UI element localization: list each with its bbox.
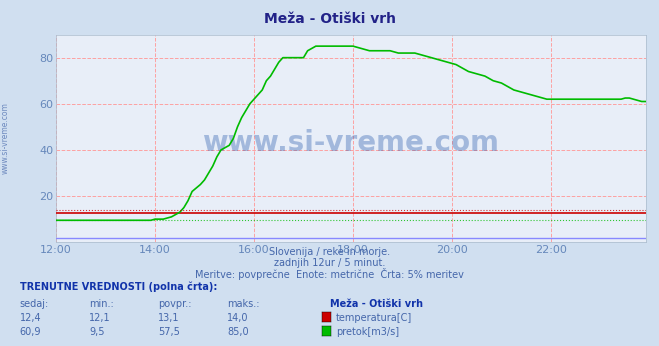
Text: 9,5: 9,5 bbox=[89, 327, 105, 337]
Text: pretok[m3/s]: pretok[m3/s] bbox=[336, 327, 399, 337]
Text: Slovenija / reke in morje.: Slovenija / reke in morje. bbox=[269, 247, 390, 257]
Text: TRENUTNE VREDNOSTI (polna črta):: TRENUTNE VREDNOSTI (polna črta): bbox=[20, 282, 217, 292]
Text: www.si-vreme.com: www.si-vreme.com bbox=[202, 129, 500, 156]
Text: zadnjih 12ur / 5 minut.: zadnjih 12ur / 5 minut. bbox=[273, 258, 386, 268]
Text: 12,1: 12,1 bbox=[89, 313, 111, 323]
Text: 57,5: 57,5 bbox=[158, 327, 180, 337]
Text: min.:: min.: bbox=[89, 299, 114, 309]
Text: 60,9: 60,9 bbox=[20, 327, 42, 337]
Text: sedaj:: sedaj: bbox=[20, 299, 49, 309]
Text: maks.:: maks.: bbox=[227, 299, 260, 309]
Text: povpr.:: povpr.: bbox=[158, 299, 192, 309]
Text: Meritve: povprečne  Enote: metrične  Črta: 5% meritev: Meritve: povprečne Enote: metrične Črta:… bbox=[195, 268, 464, 280]
Text: 12,4: 12,4 bbox=[20, 313, 42, 323]
Text: 85,0: 85,0 bbox=[227, 327, 249, 337]
Text: Meža - Otiški vrh: Meža - Otiški vrh bbox=[330, 299, 422, 309]
Text: 13,1: 13,1 bbox=[158, 313, 180, 323]
Text: Meža - Otiški vrh: Meža - Otiški vrh bbox=[264, 12, 395, 26]
Text: temperatura[C]: temperatura[C] bbox=[336, 313, 413, 323]
Text: 14,0: 14,0 bbox=[227, 313, 249, 323]
Text: www.si-vreme.com: www.si-vreme.com bbox=[1, 102, 10, 174]
